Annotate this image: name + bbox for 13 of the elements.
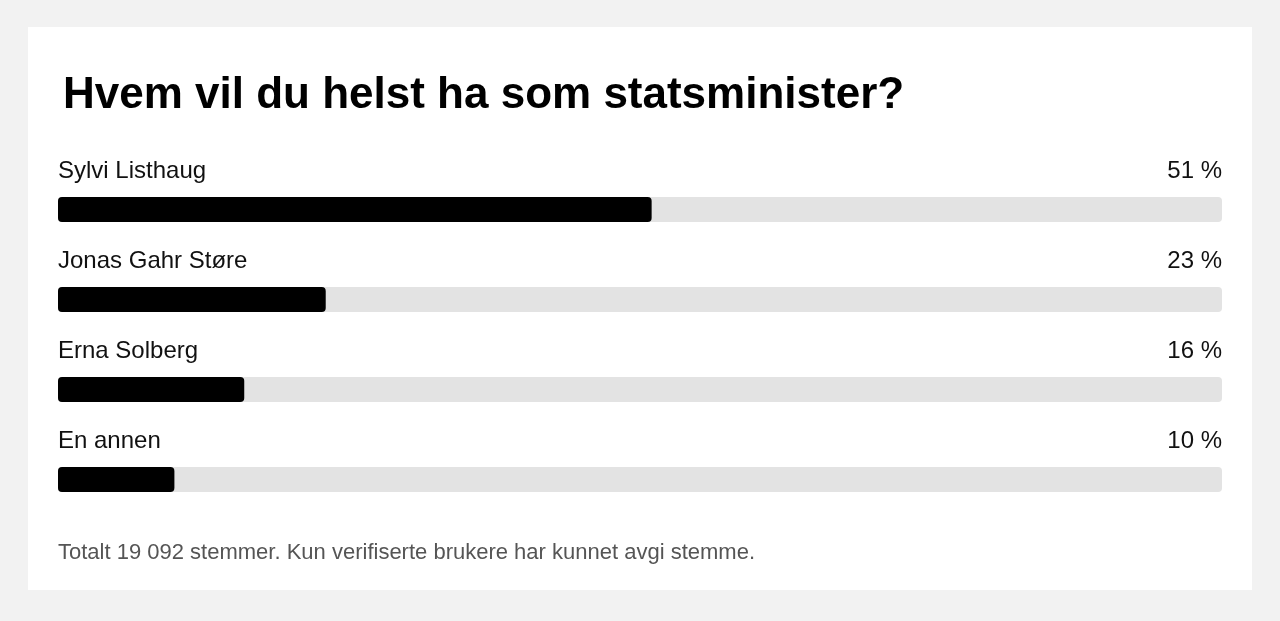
y-tick-label: Sylvi Listhaug xyxy=(58,156,207,183)
y-tick-label: En annen xyxy=(58,426,161,453)
data-label: 16 % xyxy=(1167,336,1222,363)
y-tick-label: Erna Solberg xyxy=(58,336,199,363)
text: Totalt 19 092 stemmer. Kun verifiserte brukere har kunnet avgi stemme. xyxy=(58,538,755,564)
chart-title: Hvem vil du helst ha som statsminister? xyxy=(63,67,905,117)
bar xyxy=(58,467,175,492)
data-label: 23 % xyxy=(1167,246,1222,273)
bar xyxy=(58,287,326,312)
y-tick-label: Jonas Gahr Støre xyxy=(58,246,248,273)
data-label: 10 % xyxy=(1167,426,1222,453)
bar xyxy=(58,377,245,402)
data-label: 51 % xyxy=(1167,156,1222,183)
